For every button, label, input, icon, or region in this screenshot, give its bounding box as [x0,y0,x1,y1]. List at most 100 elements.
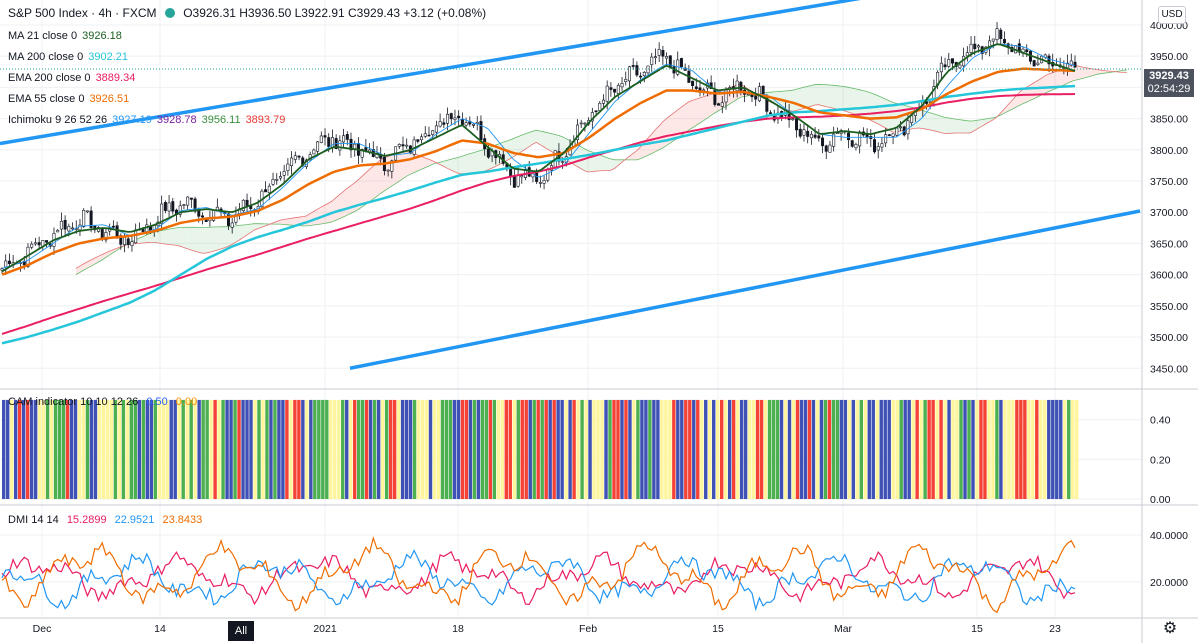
cam-bar [504,399,508,500]
cam-bar [93,399,98,500]
candle-body [535,172,539,182]
ichimoku-cloud-segment [153,231,158,243]
candle-body [420,136,424,141]
indicator-legend-4[interactable]: Ichimoku 9 26 52 26 3927.19 3928.78 3956.11… [8,114,290,126]
cam-bar [532,399,536,500]
cam-bar [656,399,660,500]
cam-bar [1071,399,1075,500]
cam-bar [448,399,453,500]
candle-body [832,133,836,147]
indicator-legend-2[interactable]: EMA 200 close 0 3889.34 [8,72,140,84]
dmi-legend[interactable]: DMI 14 14 15.2899 22.9521 23.8433 [8,514,203,526]
cam-bar [97,399,102,500]
candle-body [512,175,516,188]
ichimoku-cloud-segment [848,87,852,114]
time-tick-label: 23 [1049,623,1061,635]
cam-bar [253,399,257,500]
price-tick-label: 3600.00 [1150,270,1188,282]
ichimoku-cloud-segment [157,230,162,244]
candle-body [349,138,353,151]
cam-bar [596,399,600,500]
ichimoku-cloud-segment [1071,65,1075,82]
ohlc-readout: O3926.31 H3936.50 L3922.91 C3929.43 +3.1… [183,6,487,20]
cam-bar [947,399,951,500]
ichimoku-cloud-segment [517,135,522,155]
candle-body [390,160,394,172]
dmi-tick-label: 20.0000 [1150,577,1188,589]
ichimoku-cloud-segment [213,226,218,252]
cam-bar [1007,399,1011,500]
gear-icon[interactable]: ⚙ [1162,620,1178,637]
cam-bar [1003,399,1007,500]
candle-body [464,122,468,126]
candle-body [717,103,721,106]
cam-bar [384,399,389,500]
cam-legend[interactable]: CAM indicator 10 10 12 26 0.50 0.00 [8,396,198,408]
candle-body [1002,39,1006,44]
cam-bar [620,399,624,500]
cam-bar [995,399,999,500]
cam-bar [1023,399,1027,500]
currency-badge[interactable]: USD [1158,6,1186,24]
cam-bar [915,399,919,500]
candle-body [754,95,758,100]
cam-bar [963,399,967,500]
candle-body [182,204,186,206]
indicator-legend-3[interactable]: EMA 55 close 0 3926.51 [8,93,134,105]
indicator-label: EMA 200 close 0 [8,72,91,84]
candle-body [583,122,587,125]
cam-bar [572,399,576,500]
cam-tick-label: 0.00 [1150,494,1171,506]
cam-bar [149,399,153,500]
ichimoku-cloud-segment [729,86,734,105]
cam-bar [321,399,325,500]
candle-body [0,268,4,271]
candle-body [59,220,63,230]
ichimoku-cloud-segment [937,115,942,133]
cam-bar [564,399,568,500]
cam-bar [612,399,616,500]
cam-bar [895,399,899,500]
candle-body [947,59,951,67]
cam-bar [883,399,887,500]
cam-indicator-panel [2,399,1079,500]
candle-body [876,146,880,151]
ichimoku-cloud-segment [332,197,336,222]
range-all-button[interactable]: All [228,621,254,641]
candle-body [56,230,60,233]
cam-bar [552,399,556,500]
symbol-title[interactable]: S&P 500 Index · 4h · FXCM [8,6,157,20]
cam-bar [680,399,684,500]
ichimoku-cloud-segment [354,179,359,212]
ichimoku-cloud-segment [963,120,968,133]
cam-bar [436,399,441,500]
candle-body [809,133,813,139]
cam-bar [899,399,903,500]
cam-bar [672,399,676,500]
cam-bar [803,399,808,500]
cam-bar [835,399,840,500]
cam-bar [967,399,971,500]
ichimoku-cloud-segment [696,97,700,126]
ichimoku-cloud-segment [369,166,374,202]
candle-body [720,102,724,107]
cam-bar [955,399,959,500]
indicator-legend-0[interactable]: MA 21 close 0 3926.18 [8,30,127,42]
ichimoku-cloud-segment [885,99,890,131]
cam-bar [708,399,712,500]
candle-body [167,202,171,212]
indicator-legend-1[interactable]: MA 200 close 0 3902.21 [8,51,133,63]
cam-bar [719,399,724,500]
cam-bar [121,399,126,500]
ichimoku-cloud-segment [803,86,808,109]
candle-body [479,121,483,141]
cam-bar [1043,399,1047,500]
cam-bar [1075,399,1079,500]
cam-bar [113,399,118,500]
candle-body [486,148,490,158]
candle-body [416,139,420,142]
candle-body [126,238,130,245]
ichimoku-cloud-segment [684,101,689,133]
ichimoku-cloud-segment [1019,89,1023,106]
